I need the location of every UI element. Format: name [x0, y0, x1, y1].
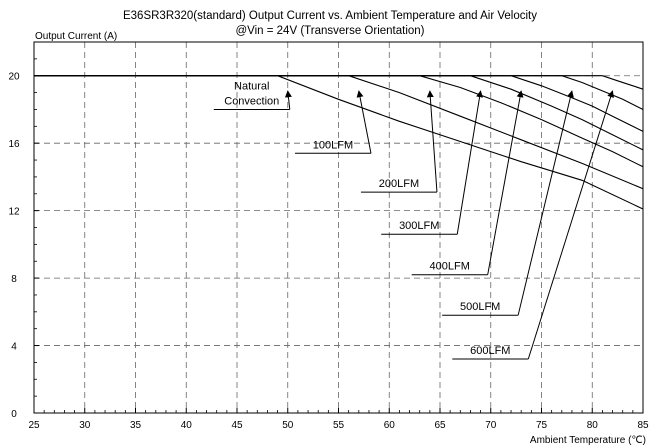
series-line-0 — [34, 75, 644, 210]
series-line-6 — [34, 75, 644, 90]
x-tick-label: 60 — [384, 420, 396, 431]
x-tick-label: 50 — [282, 420, 294, 431]
series-line-2 — [34, 75, 644, 168]
curve-label: 300LFM — [399, 220, 439, 232]
y-tick-label: 8 — [11, 274, 17, 285]
y-tick-label: 0 — [11, 409, 17, 420]
x-tick-label: 45 — [231, 420, 243, 431]
label-arrow — [456, 90, 484, 235]
x-tick-label: 85 — [637, 420, 649, 431]
label-arrow — [356, 90, 372, 154]
x-axis-title: Ambient Temperature (℃) — [530, 435, 646, 446]
curve-label: 100LFM — [313, 139, 353, 151]
annotation-layer: Natural Convection 100LFM 200LFM 300LFM 400LF… — [213, 80, 615, 360]
y-axis-title: Output Current (A) — [35, 31, 117, 42]
x-tick-label: 35 — [130, 420, 142, 431]
curve-label: 500LFM — [460, 301, 500, 313]
y-tick-label: 4 — [11, 342, 17, 353]
x-tick-label: 65 — [434, 420, 446, 431]
grid-layer — [34, 42, 643, 413]
label-arrow — [284, 90, 292, 110]
x-tick-label: 30 — [79, 420, 91, 431]
x-tick-label: 80 — [587, 420, 599, 431]
curve-label: 600LFM — [470, 345, 510, 357]
label-arrow — [517, 90, 574, 316]
y-tick-label: 20 — [8, 72, 20, 83]
label-arrow — [426, 90, 438, 193]
curve-label: Natural — [234, 80, 269, 92]
curve-label: Convection — [224, 95, 279, 107]
label-arrow — [487, 90, 524, 275]
series-layer — [34, 75, 644, 210]
chart-title: E36SR3R320(standard) Output Current vs. … — [123, 10, 537, 22]
curve-label: 200LFM — [379, 178, 419, 190]
x-tick-label: 75 — [536, 420, 548, 431]
x-tick-label: 70 — [485, 420, 497, 431]
curve-label: 400LFM — [430, 261, 470, 273]
y-tick-label: 16 — [8, 139, 20, 150]
x-tick-label: 25 — [28, 420, 40, 431]
y-tick-label: 12 — [8, 207, 20, 218]
chart-subtitle: @Vin = 24V (Transverse Orientation) — [235, 25, 424, 37]
x-tick-label: 40 — [181, 420, 193, 431]
label-arrow — [527, 90, 615, 360]
x-tick-label: 55 — [333, 420, 345, 431]
axes-layer: 25 30 35 40 45 50 55 60 65 70 75 80 85 0 4 8 12 16 20 — [8, 41, 649, 431]
